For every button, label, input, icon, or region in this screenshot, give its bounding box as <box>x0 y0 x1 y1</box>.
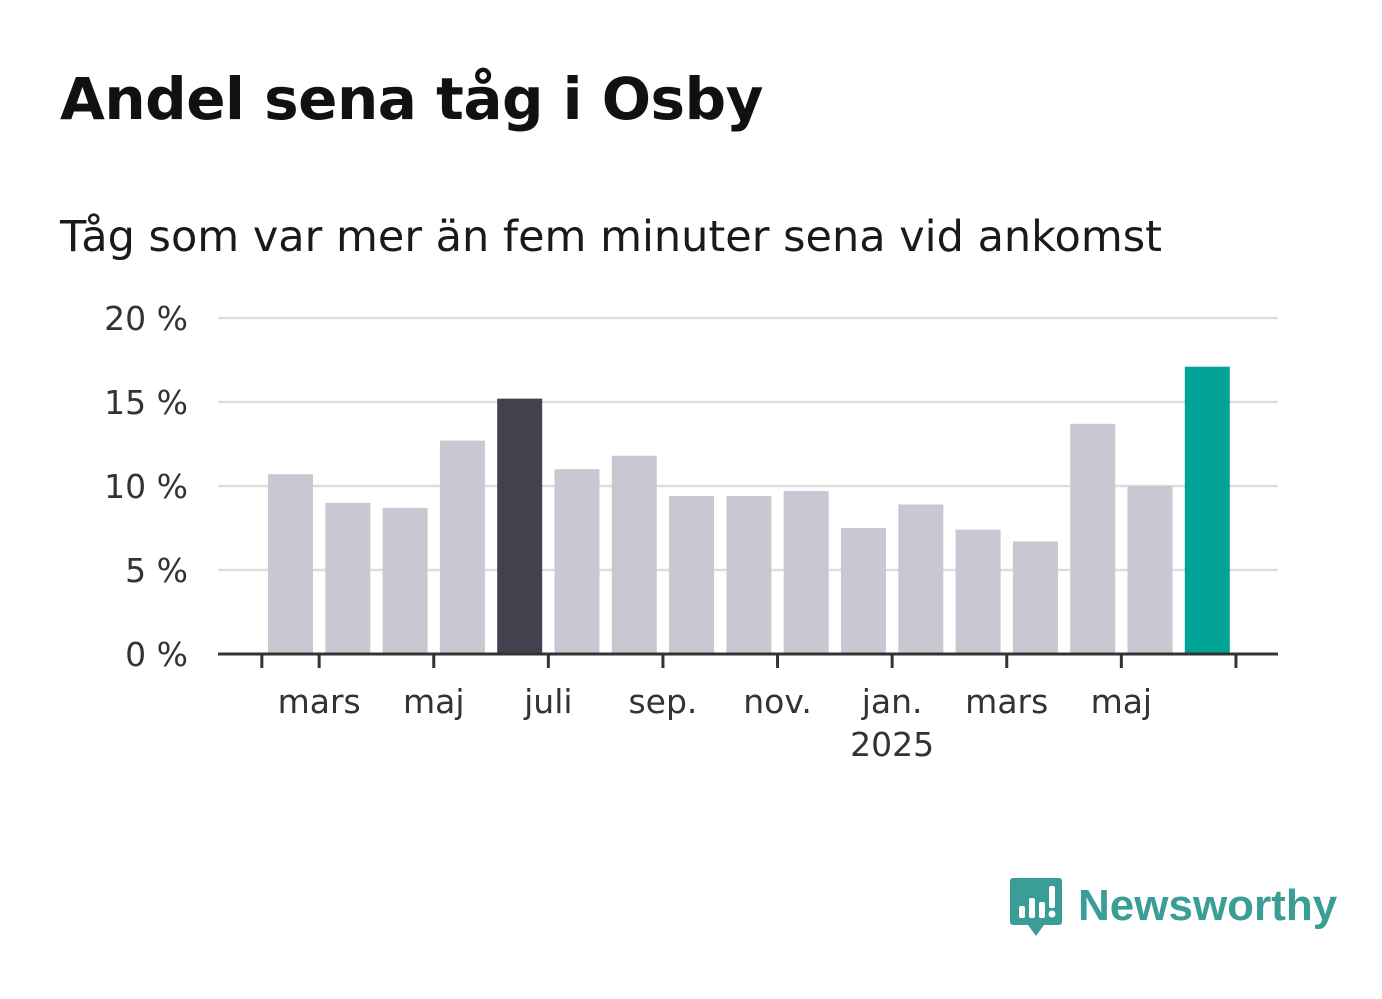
bar-2025-04 <box>1070 423 1116 654</box>
x-tick-label: sep. <box>628 682 697 721</box>
bar-2024-03 <box>325 502 371 654</box>
y-tick-label: 15 % <box>104 383 188 422</box>
chart-subtitle: Tåg som var mer än fem minuter sena vid … <box>60 212 1163 262</box>
bar-2025-06 <box>1184 366 1230 654</box>
bar-2024-06 <box>497 398 543 654</box>
bar-2025-02 <box>955 529 1001 654</box>
y-tick-label: 0 % <box>125 635 188 674</box>
bar-2024-05 <box>439 440 485 654</box>
y-tick-label: 5 % <box>125 551 188 590</box>
bar-2024-04 <box>382 507 428 654</box>
bar-2024-02 <box>268 474 313 654</box>
bar-2024-10 <box>726 496 772 654</box>
y-axis: 0 % 5 % 10 % 15 % 20 % <box>104 299 188 674</box>
bars <box>268 366 1230 654</box>
chart-title: Andel sena tåg i Osby <box>60 65 763 133</box>
bar-2024-11 <box>783 491 829 654</box>
bar-2025-05 <box>1127 486 1173 654</box>
bar-2024-08 <box>611 455 657 654</box>
bar-2025-03 <box>1012 541 1058 654</box>
newsworthy-logo-icon <box>1010 878 1062 936</box>
brand-name: Newsworthy <box>1078 881 1338 930</box>
x-tick-label: juli <box>523 682 572 721</box>
x-tick-label: maj <box>403 682 465 721</box>
x-tick-year-label: 2025 <box>850 725 934 764</box>
x-tick-label: mars <box>965 682 1048 721</box>
x-tick-label: nov. <box>743 682 812 721</box>
bar-2024-07 <box>554 469 600 654</box>
y-tick-label: 10 % <box>104 467 188 506</box>
bar-2024-12 <box>841 528 886 654</box>
brand-logo: Newsworthy <box>1010 878 1337 940</box>
x-axis: mars maj juli sep. nov. jan. 2025 mars maj <box>218 652 1278 764</box>
x-tick-label: jan. <box>861 682 923 721</box>
x-tick-label: mars <box>278 682 361 721</box>
bar-2025-01 <box>898 504 944 654</box>
bar-2024-09 <box>669 496 715 654</box>
y-tick-label: 20 % <box>104 299 188 338</box>
x-tick-label: maj <box>1091 682 1153 721</box>
